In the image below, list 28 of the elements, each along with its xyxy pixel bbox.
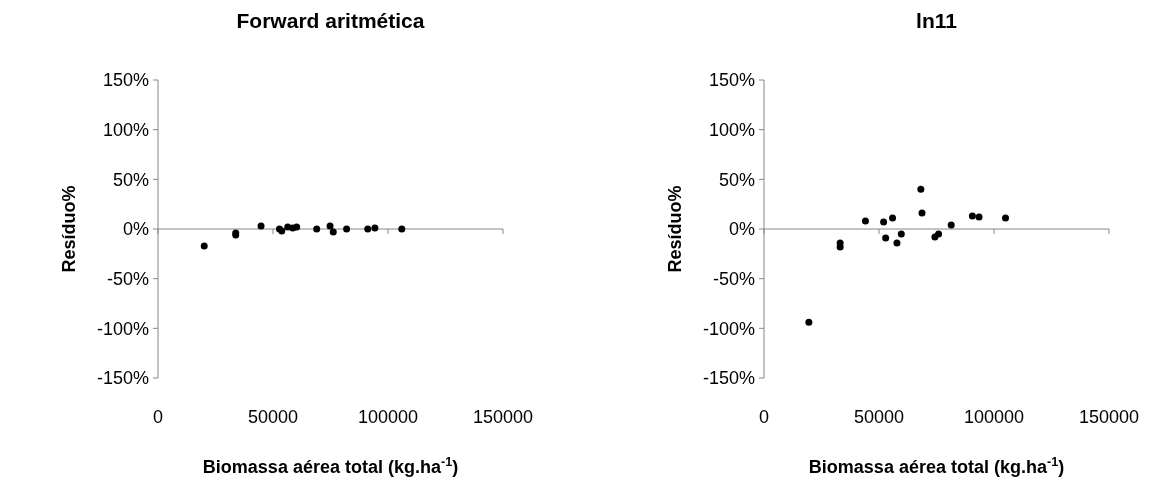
x-tick-label: 50000 xyxy=(247,407,299,427)
y-axis-title: Resíduo% xyxy=(59,185,79,273)
x-tick-label: 0 xyxy=(758,407,770,427)
x-tick-label: 0 xyxy=(152,407,164,427)
y-tick-label: -100% xyxy=(702,318,755,339)
y-axis-title: Resíduo% xyxy=(665,185,685,273)
y-tick-label: -150% xyxy=(96,368,149,389)
y-tick-label: 0% xyxy=(728,219,755,240)
y-tick-label: 150% xyxy=(102,70,149,91)
x-tick-label: 150000 xyxy=(1078,407,1140,427)
chart-title: Forward aritmética xyxy=(236,9,425,32)
y-tick-label: -50% xyxy=(106,268,149,289)
y-tick-label: -50% xyxy=(712,268,755,289)
y-tick-label: -100% xyxy=(96,318,149,339)
y-tick-label: 50% xyxy=(718,169,755,190)
y-tick-label: -150% xyxy=(702,368,755,389)
y-tick-label: 0% xyxy=(122,219,149,240)
x-tick-label: 100000 xyxy=(963,407,1025,427)
x-tick-label: 100000 xyxy=(357,407,419,427)
x-tick-label: 50000 xyxy=(853,407,905,427)
x-tick-label: 150000 xyxy=(472,407,534,427)
y-tick-label: 100% xyxy=(102,119,149,140)
x-axis-title: Biomassa aérea total (kg.ha$^{-1}$) xyxy=(202,455,459,477)
y-tick-label: 150% xyxy=(708,70,755,91)
x-axis-title: Biomassa aérea total (kg.ha$^{-1}$) xyxy=(808,455,1065,477)
chart-title: ln11 xyxy=(916,9,958,32)
y-tick-label: 50% xyxy=(112,169,149,190)
y-tick-label: 100% xyxy=(708,119,755,140)
